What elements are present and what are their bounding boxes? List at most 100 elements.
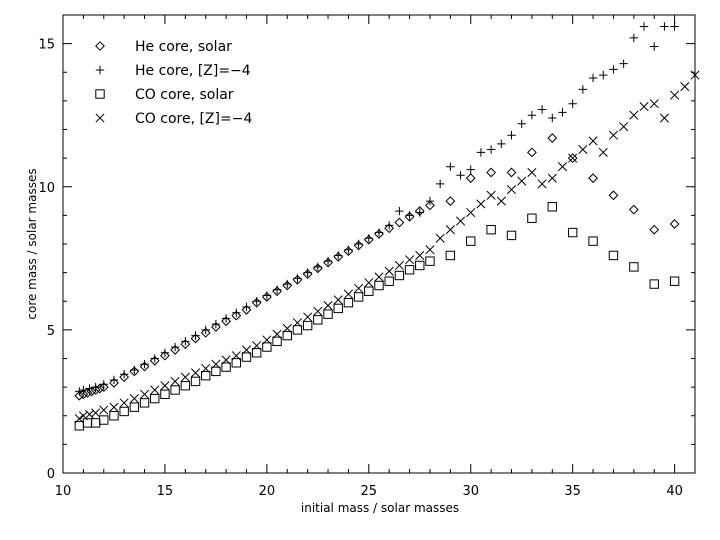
x-tick-label: 15 (157, 484, 174, 499)
data-point-cross (323, 300, 333, 311)
data-point-square (313, 315, 323, 325)
data-point-plus (588, 73, 598, 83)
data-point-square (527, 213, 537, 223)
data-point-cross (343, 289, 353, 299)
data-point-plus (150, 354, 159, 363)
data-point-diamond (425, 200, 435, 211)
data-point-plus (354, 239, 363, 249)
axis-tick-labels: 10 15 20 25 30 35 40 0 5 10 15 (38, 38, 682, 499)
y-tick-label: 10 (38, 181, 55, 196)
data-point-cross (690, 70, 700, 80)
data-point-plus (313, 262, 323, 272)
data-point-plus (272, 285, 282, 294)
data-point-diamond (210, 322, 221, 332)
data-point-cross (455, 216, 466, 226)
legend-label: CO core, [Z]=−4 (135, 111, 252, 127)
data-point-plus (660, 22, 669, 31)
data-point-plus (75, 387, 84, 396)
data-point-square (302, 320, 313, 331)
data-point-cross (598, 147, 608, 157)
data-point-diamond (200, 327, 211, 338)
data-point-square (99, 415, 109, 425)
data-point-diamond (628, 204, 639, 215)
data-point-square (384, 276, 394, 286)
series-plus (75, 22, 679, 396)
data-point-cross (527, 167, 537, 177)
legend-marker-square (95, 89, 105, 99)
data-point-plus (221, 314, 231, 323)
data-point-diamond (86, 386, 97, 397)
series-square (74, 202, 680, 431)
data-point-plus (446, 162, 455, 171)
data-point-cross (384, 266, 394, 276)
data-point-plus (119, 370, 129, 379)
legend-marker-cross (95, 113, 105, 123)
data-point-cross (680, 82, 690, 92)
data-point-cross (578, 144, 588, 155)
legend-label: CO core, solar (135, 87, 234, 103)
data-point-plus (619, 59, 628, 68)
data-point-diamond (74, 390, 85, 401)
data-point-square (588, 236, 598, 246)
data-point-square (129, 402, 140, 412)
data-point-cross (303, 312, 313, 322)
data-point-square (150, 393, 160, 404)
data-point-plus (384, 221, 394, 230)
data-point-plus (344, 245, 353, 254)
data-point-plus (201, 325, 210, 335)
data-point-plus (85, 384, 94, 393)
data-point-square (139, 398, 150, 408)
data-point-diamond (669, 219, 680, 229)
data-point-plus (303, 268, 312, 277)
data-point-cross (292, 318, 303, 328)
data-point-plus (629, 33, 639, 43)
data-point-plus (405, 211, 414, 220)
data-point-plus (507, 131, 516, 140)
data-point-square (608, 250, 619, 261)
y-axis-title: core mass / solar masses (25, 168, 39, 319)
legend-marker-diamond (95, 41, 105, 51)
data-point-plus (232, 308, 241, 317)
x-tick-label: 40 (666, 484, 683, 499)
data-point-plus (568, 99, 577, 108)
data-point-plus (140, 360, 149, 369)
data-point-plus (517, 119, 526, 128)
series-diamond (74, 133, 680, 401)
data-point-square (170, 385, 180, 395)
data-point-cross (405, 255, 415, 265)
data-point-square (262, 342, 272, 352)
data-point-cross (629, 110, 639, 120)
data-point-square (90, 418, 101, 428)
data-point-cross (150, 385, 160, 395)
data-point-plus (374, 228, 384, 237)
data-point-cross (547, 173, 557, 183)
data-point-diamond (109, 377, 119, 388)
y-tick-label: 15 (38, 38, 55, 53)
legend-label: He core, [Z]=−4 (135, 63, 251, 79)
data-point-square (629, 262, 639, 272)
data-point-diamond (526, 147, 537, 158)
data-point-square (292, 325, 303, 335)
data-point-cross (374, 272, 384, 282)
data-point-cross (74, 414, 84, 424)
data-point-square (282, 330, 292, 341)
data-point-plus (578, 85, 588, 94)
data-point-plus (456, 171, 465, 180)
data-point-cross (139, 389, 150, 399)
data-point-plus (435, 179, 445, 189)
data-point-diamond (547, 133, 558, 143)
data-point-diamond (465, 173, 476, 184)
data-point-diamond (608, 190, 619, 201)
data-point-square (231, 358, 241, 368)
data-point-diamond (445, 196, 456, 206)
data-point-cross (109, 402, 119, 412)
data-point-plus (99, 380, 108, 389)
data-point-plus (558, 108, 567, 117)
data-point-cross (180, 372, 190, 382)
data-point-cross (476, 199, 486, 209)
data-point-square (567, 227, 578, 238)
data-point-cross (394, 260, 404, 271)
data-point-diamond (170, 345, 181, 355)
data-point-square (649, 279, 659, 289)
data-point-plus (293, 274, 302, 283)
